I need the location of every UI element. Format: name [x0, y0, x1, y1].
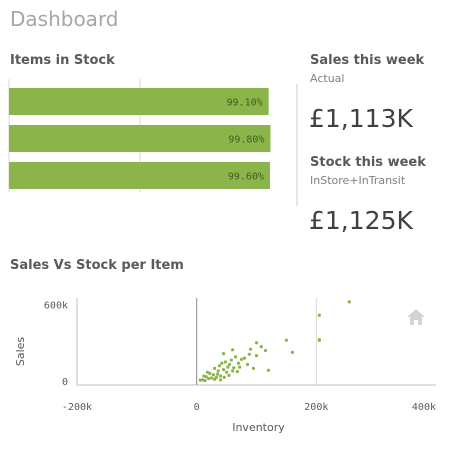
- items-in-stock-title: Items in Stock: [10, 53, 115, 68]
- stock-kpi-title: Stock this week: [310, 155, 426, 170]
- scatter-point[interactable]: [222, 375, 226, 379]
- scatter-point[interactable]: [221, 352, 226, 356]
- scatter-point[interactable]: [238, 365, 242, 369]
- scatter-point[interactable]: [207, 377, 211, 381]
- sales-kpi-subtitle: Actual: [310, 72, 345, 85]
- scatter-point[interactable]: [214, 375, 219, 379]
- scatter-point[interactable]: [236, 361, 241, 365]
- scatter-point[interactable]: [263, 348, 268, 353]
- y-axis-label: Sales: [14, 337, 27, 367]
- stock-bar[interactable]: [9, 125, 271, 152]
- x-tick-label: 0: [194, 402, 200, 413]
- scatter-point[interactable]: [239, 357, 244, 362]
- scatter-point[interactable]: [227, 373, 231, 378]
- sales-kpi-value[interactable]: £1,113K: [309, 104, 413, 133]
- scatter-point[interactable]: [317, 313, 321, 317]
- dashboard-title: Dashboard: [10, 7, 119, 31]
- sales-vs-stock-chart[interactable]: 600k 0 -200k 0 200k 400k Inventory Sales: [0, 290, 453, 451]
- stock-bar-label: 99.80%: [228, 135, 264, 146]
- scatter-title: Sales Vs Stock per Item: [10, 258, 184, 273]
- scatter-point[interactable]: [230, 348, 235, 352]
- stock-bar[interactable]: [9, 88, 269, 115]
- scatter-point[interactable]: [220, 361, 224, 365]
- scatter-point[interactable]: [216, 372, 220, 376]
- scatter-point[interactable]: [235, 369, 239, 374]
- scatter-point[interactable]: [205, 370, 210, 374]
- scatter-point[interactable]: [208, 371, 212, 376]
- sales-kpi-title: Sales this week: [310, 53, 425, 68]
- scatter-point[interactable]: [259, 345, 263, 349]
- scatter-point[interactable]: [219, 374, 223, 378]
- scatter-point[interactable]: [317, 338, 321, 342]
- scatter-point[interactable]: [248, 347, 253, 351]
- scatter-point[interactable]: [216, 369, 220, 373]
- scatter-point[interactable]: [217, 364, 222, 368]
- y-tick-label: 0: [62, 377, 68, 388]
- scatter-point[interactable]: [229, 358, 233, 362]
- y-tick-label: 600k: [44, 300, 68, 311]
- scatter-point[interactable]: [224, 370, 229, 374]
- stock-kpi-subtitle: InStore+InTransit: [310, 174, 406, 187]
- scatter-point[interactable]: [290, 350, 294, 354]
- items-in-stock-chart[interactable]: 99.10% 99.80% 99.60%: [8, 79, 273, 192]
- scatter-point[interactable]: [233, 355, 238, 359]
- scatter-point[interactable]: [210, 376, 214, 380]
- scatter-point[interactable]: [219, 378, 223, 382]
- stock-bar[interactable]: [9, 162, 270, 189]
- x-tick-label: -200k: [62, 402, 92, 413]
- scatter-point[interactable]: [221, 368, 226, 372]
- stock-bar-label: 99.10%: [227, 98, 263, 109]
- scatter-point[interactable]: [201, 378, 205, 382]
- x-tick-label: 200k: [304, 402, 328, 413]
- scatter-point[interactable]: [202, 374, 206, 378]
- kpi-divider: [296, 84, 298, 206]
- scatter-point[interactable]: [242, 356, 247, 360]
- scatter-point[interactable]: [203, 378, 207, 383]
- scatter-point[interactable]: [247, 352, 251, 356]
- scatter-point[interactable]: [284, 338, 289, 342]
- home-icon[interactable]: [405, 307, 427, 327]
- scatter-point[interactable]: [266, 368, 271, 372]
- scatter-point[interactable]: [254, 353, 259, 358]
- scatter-point[interactable]: [232, 366, 236, 370]
- stock-bar-label: 99.60%: [228, 172, 264, 183]
- scatter-point[interactable]: [227, 362, 232, 367]
- x-axis-label: Inventory: [232, 421, 285, 434]
- scatter-point[interactable]: [204, 375, 208, 379]
- scatter-point[interactable]: [226, 365, 230, 369]
- scatter-point[interactable]: [198, 378, 202, 382]
- scatter-point[interactable]: [251, 366, 256, 370]
- scatter-point[interactable]: [254, 341, 259, 345]
- scatter-point[interactable]: [213, 366, 217, 370]
- scatter-point[interactable]: [223, 360, 227, 364]
- scatter-point[interactable]: [211, 373, 216, 377]
- scatter-point[interactable]: [230, 369, 235, 373]
- scatter-point[interactable]: [245, 362, 250, 367]
- stock-kpi-value[interactable]: £1,125K: [309, 206, 413, 235]
- scatter-point[interactable]: [347, 300, 351, 304]
- x-tick-label: 400k: [412, 402, 436, 413]
